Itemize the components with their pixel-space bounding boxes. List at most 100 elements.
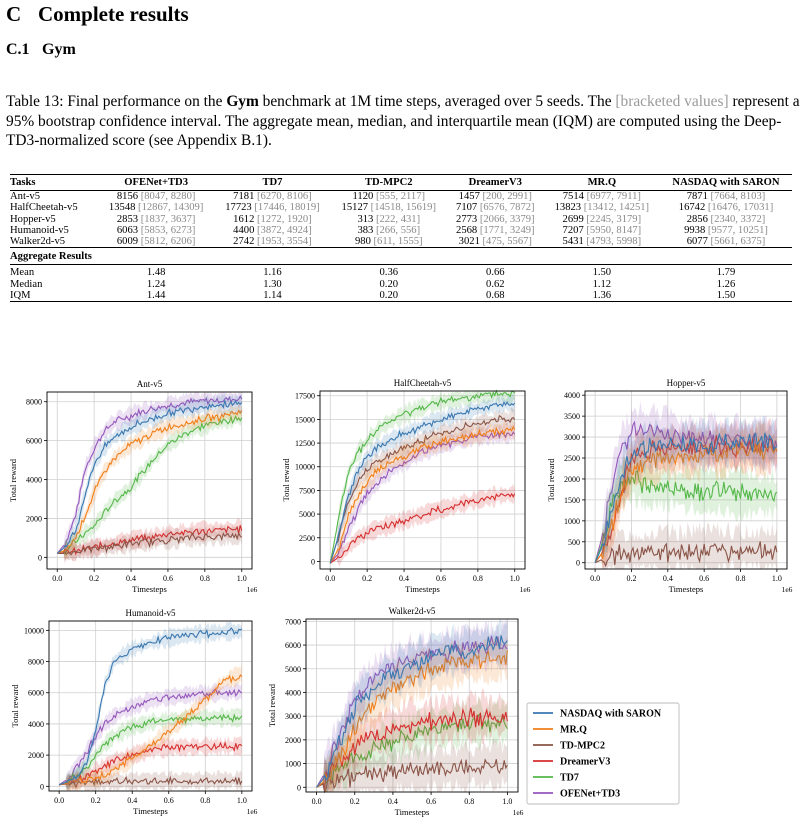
series-line (56, 400, 243, 554)
x-axis-label: Timesteps (133, 806, 168, 816)
cell-ci: [555, 2117] (373, 191, 426, 203)
cell-ci: [1953, 3554] (254, 236, 312, 248)
series-line (329, 492, 516, 564)
cell-ci: [8047, 8280] (138, 191, 196, 203)
table-cell: 4400 [3872, 4924] (214, 225, 330, 236)
cell-value: 15127 (341, 202, 369, 214)
caption-text: benchmark at 1M time steps, averaged ove… (258, 93, 616, 110)
legend-label: MR.Q (560, 725, 587, 736)
table-cell: 7107 [6576, 7872] (447, 202, 544, 213)
cell-value: 7207 (562, 224, 584, 236)
cell-ci: [611, 1555] (370, 236, 423, 248)
series-line (58, 627, 243, 786)
cell-ci: [222, 431] (373, 213, 421, 225)
table-cell: 17723 [17446, 18019] (214, 202, 330, 213)
series-band (330, 392, 515, 564)
task-name: Humanoid-v5 (10, 224, 69, 236)
aggregate-value: 0.20 (379, 278, 399, 290)
y-tick-label: 15000 (295, 415, 315, 424)
chart-humanoid-v5: 0.0 0.2 0.4 0.6 0.8 1.0 0 2000 4000 6000 8000 10000… (10, 608, 258, 816)
cell-value: 7181 (233, 191, 255, 203)
series-band (330, 420, 515, 564)
cell-value: 980 (354, 236, 371, 248)
cell-ci: [1272, 1920] (254, 213, 312, 225)
cell-ci: [5661, 6375] (707, 236, 766, 248)
cell-value: 6063 (116, 224, 139, 236)
task-name: Walker2d-v5 (10, 236, 66, 248)
y-tick-label: 3000 (564, 433, 580, 442)
x-offset-label: 1e6 (520, 585, 531, 594)
y-tick-label: 4000 (285, 688, 301, 697)
series-line (329, 400, 516, 564)
table-cell: 2856 [2340, 3372] (660, 214, 792, 225)
x-tick-label: 0.6 (426, 797, 436, 806)
results-table: Tasks OFENet+TD3 TD7 TD-MPC2 DreamerV3 M… (10, 174, 792, 302)
task-name: Ant-v5 (10, 191, 41, 203)
series-band (330, 483, 515, 567)
y-tick-label: 1000 (285, 760, 301, 769)
subsection-heading: C.1 Gym (6, 41, 76, 59)
table-cell: 7207 [5950, 8147] (544, 225, 660, 236)
y-tick-label: 3000 (285, 712, 301, 721)
chart-title: HalfCheetah-v5 (394, 378, 452, 388)
aggregate-value: 1.26 (716, 278, 736, 290)
series-band (59, 621, 242, 791)
table-row: Ant-v5 8156 [8047, 8280] 7181 [6270, 8106]… (10, 191, 792, 203)
cell-value: 2742 (233, 236, 255, 248)
series-line (58, 688, 243, 786)
chart-hopper-v5: 0.0 0.2 0.4 0.6 0.8 1.0 0 500 1000 1500 2000 2500 30… (546, 378, 793, 594)
cell-value: 7107 (456, 202, 478, 214)
table-row: Walker2d-v5 6009 [5812, 6206] 2742 [1953, … (10, 236, 792, 248)
cell-ci: [2066, 3379] (477, 213, 535, 225)
cell-ci: [5853, 6273] (138, 224, 196, 236)
table-header: TD7 (262, 177, 283, 188)
cell-ci: [6576, 7872] (477, 202, 535, 214)
series-line (329, 430, 516, 564)
task-name: Hopper-v5 (10, 213, 56, 225)
series-band (59, 735, 242, 791)
table-cell: 3021 [475, 5567] (447, 236, 544, 248)
plot-frame (46, 391, 253, 570)
y-tick-label: 6000 (28, 689, 44, 698)
chart-title: Ant-v5 (137, 379, 163, 389)
chart-title: Hopper-v5 (667, 378, 706, 388)
task-name: HalfCheetah-v5 (10, 202, 78, 214)
series-line (594, 438, 778, 564)
series-band (595, 453, 777, 563)
aggregate-value: 1.30 (263, 278, 282, 290)
x-tick-label: 0.6 (699, 574, 709, 583)
aggregate-value: 1.14 (263, 289, 282, 301)
x-tick-label: 0.2 (362, 574, 372, 583)
x-offset-label: 1e6 (247, 807, 258, 816)
table-header: Tasks (10, 177, 36, 188)
aggregate-label: IQM (10, 289, 31, 301)
cell-value: 2568 (456, 224, 478, 236)
cell-ci: [14518, 15619] (368, 202, 437, 214)
task-rows: Ant-v5 8156 [8047, 8280] 7181 [6270, 8106]… (10, 191, 792, 248)
table-header: MR.Q (587, 177, 617, 188)
aggregate-rows: Aggregate Results Mean 1.48 1.16 0.36 0.66 1.5… (10, 248, 792, 302)
series-band (57, 518, 242, 562)
cell-ci: [3872, 4924] (254, 224, 312, 236)
aggregate-value: 1.48 (146, 267, 166, 279)
chart-legend: NASDAQ with SARON MR.Q TD-MPC2 DreamerV3 TD7… (526, 702, 680, 805)
y-tick-label: 10000 (24, 626, 44, 635)
x-tick-label: 0.4 (663, 574, 673, 583)
aggregate-value: 0.66 (486, 267, 505, 279)
cell-ci: [17446, 18019] (251, 202, 320, 214)
cell-ci: [16476, 17031] (705, 202, 774, 214)
legend-label: OFENet+TD3 (560, 789, 620, 800)
cell-value: 2853 (116, 213, 139, 225)
section-title: Complete results (38, 2, 189, 26)
series-band (330, 422, 515, 564)
series-band (595, 414, 777, 563)
y-axis-label: Total reward (8, 458, 18, 502)
aggregate-value: 1.79 (716, 267, 736, 279)
series-band (316, 696, 508, 792)
y-axis-label: Total reward (546, 458, 556, 502)
series-line (316, 707, 508, 790)
series-line (57, 409, 243, 554)
y-tick-label: 4000 (26, 476, 42, 485)
x-tick-label: 1.0 (510, 574, 520, 583)
y-tick-label: 2000 (28, 751, 44, 760)
